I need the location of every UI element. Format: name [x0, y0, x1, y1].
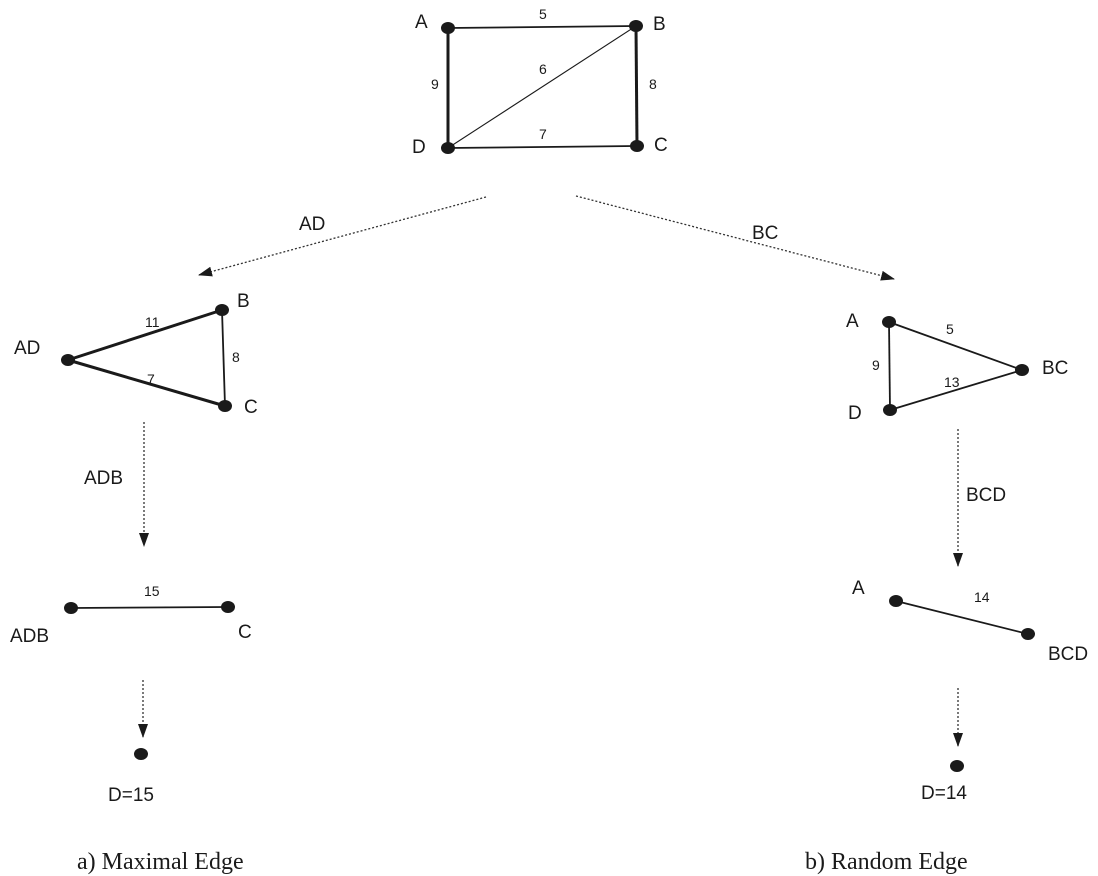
- weight-b-c: 8: [649, 76, 657, 92]
- caption-right: b) Random Edge: [805, 849, 968, 875]
- edge-a-d: [888, 321, 891, 411]
- node-label-a: A: [415, 12, 428, 33]
- result-node-right: [950, 760, 964, 772]
- node-label-bc: BC: [1042, 358, 1068, 379]
- edge-a-bcd: [895, 600, 1029, 635]
- top-graph: A B C D 5 6 8 9 7: [412, 6, 668, 158]
- result-node-left: [134, 748, 148, 760]
- weight-a-b: 5: [539, 6, 547, 22]
- edge-b-c: [634, 25, 639, 147]
- node-a: [889, 595, 903, 607]
- branch-label-right: BC: [752, 223, 778, 244]
- weight-a-d: 9: [872, 357, 880, 373]
- node-label-a: A: [852, 578, 865, 599]
- edge-b-d: [447, 25, 637, 149]
- node-label-ad: AD: [14, 338, 40, 359]
- edge-a-b: [447, 25, 637, 29]
- node-bc: [1015, 364, 1029, 376]
- result-label-right: D=14: [921, 783, 967, 804]
- weight-adb-c: 15: [144, 583, 160, 599]
- arrow-top-to-right: [575, 195, 895, 281]
- right-step1-graph: A BC D 5 9 13: [846, 311, 1068, 424]
- left-step1-graph: AD B C 11 8 7: [14, 291, 258, 418]
- weight-a-d: 9: [431, 76, 439, 92]
- node-label-c: C: [654, 135, 668, 156]
- node-label-adb: ADB: [10, 626, 49, 647]
- node-a: [882, 316, 896, 328]
- arrow-label-right-step1: BCD: [966, 485, 1006, 506]
- weight-ad-b: 11: [145, 314, 160, 330]
- node-d: [883, 404, 897, 416]
- result-label-left: D=15: [108, 785, 154, 806]
- node-label-d: D: [848, 403, 862, 424]
- edge-a-bc: [888, 321, 1023, 371]
- node-b: [629, 20, 643, 32]
- branch-label-left: AD: [299, 214, 325, 235]
- left-step2-graph: ADB C 15: [10, 583, 252, 647]
- node-label-b: B: [653, 14, 666, 35]
- arrow-label-left-step1: ADB: [84, 468, 123, 489]
- edge-d-c: [447, 145, 638, 149]
- weight-ad-c: 7: [147, 371, 155, 387]
- node-label-a: A: [846, 311, 859, 332]
- edge-d-bc: [889, 369, 1023, 411]
- node-d: [441, 142, 455, 154]
- edge-b-c: [221, 309, 226, 407]
- caption-left: a) Maximal Edge: [77, 849, 244, 875]
- weight-d-bc: 13: [944, 374, 960, 390]
- node-a: [441, 22, 455, 34]
- edge-adb-c: [70, 606, 229, 609]
- node-bcd: [1021, 628, 1035, 640]
- edge-ad-c: [67, 358, 226, 408]
- node-label-d: D: [412, 137, 426, 158]
- node-label-bcd: BCD: [1048, 644, 1088, 665]
- arrow-top-to-left: [198, 196, 487, 277]
- right-step2-graph: A BCD 14: [852, 578, 1088, 665]
- node-ad: [61, 354, 75, 366]
- node-label-c: C: [238, 622, 252, 643]
- weight-d-c: 7: [539, 126, 547, 142]
- node-label-c: C: [244, 397, 258, 418]
- node-c: [630, 140, 644, 152]
- node-label-b: B: [237, 291, 250, 312]
- node-c: [218, 400, 232, 412]
- node-adb: [64, 602, 78, 614]
- weight-a-bcd: 14: [974, 589, 990, 605]
- weight-a-bc: 5: [946, 321, 954, 337]
- node-c: [221, 601, 235, 613]
- weight-b-d: 6: [539, 61, 547, 77]
- node-b: [215, 304, 229, 316]
- edge-ad-b: [67, 308, 223, 362]
- weight-b-c: 8: [232, 349, 240, 365]
